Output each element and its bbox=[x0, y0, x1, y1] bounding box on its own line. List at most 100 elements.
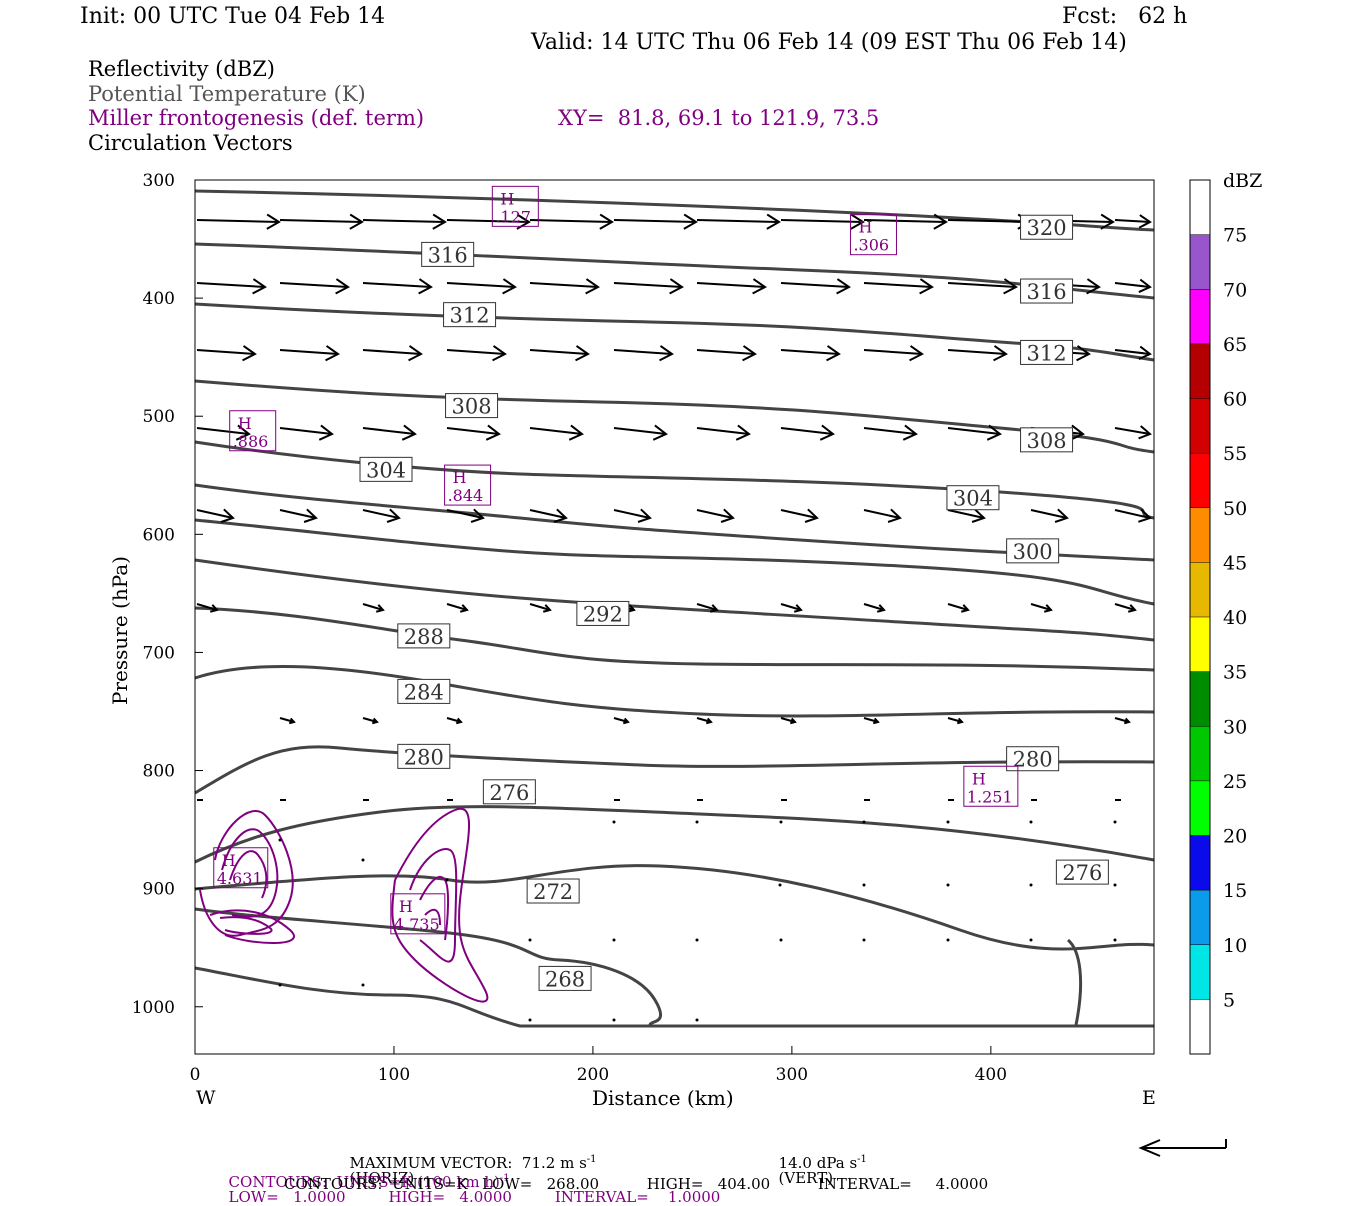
frontogenesis-max-label: H.886 bbox=[229, 410, 277, 452]
vector-shaft bbox=[196, 219, 280, 223]
theta-contour-line bbox=[194, 966, 1154, 1028]
vector-head bbox=[1138, 214, 1152, 229]
theta-label: 276 bbox=[482, 779, 536, 805]
vector-shaft bbox=[1030, 603, 1052, 611]
vector-head bbox=[1100, 213, 1115, 230]
vector-shaft bbox=[863, 219, 947, 223]
colorbar-swatch bbox=[1190, 890, 1210, 945]
theta-label: 268 bbox=[538, 965, 592, 991]
circulation-vector bbox=[780, 508, 819, 523]
vector-head bbox=[235, 424, 251, 441]
frontogenesis-max-label: H.306 bbox=[849, 214, 897, 256]
theta-contour-line bbox=[1066, 938, 1083, 1026]
x-tick-label: 400 bbox=[975, 1065, 1007, 1085]
frontogenesis-max-box bbox=[849, 214, 897, 256]
y-tick-label: 300 bbox=[143, 171, 175, 191]
vector-head bbox=[209, 604, 219, 613]
vector-shaft bbox=[780, 717, 796, 723]
theta-label-text: 316 bbox=[428, 243, 468, 267]
theta-label-box bbox=[443, 302, 497, 328]
vector-head bbox=[709, 604, 719, 613]
vector-shaft bbox=[279, 219, 363, 223]
vector-shaft bbox=[529, 509, 567, 519]
frontogenesis-contours bbox=[199, 807, 489, 1003]
vector-shaft bbox=[863, 717, 879, 723]
circulation-vector bbox=[947, 508, 986, 523]
reference-vector-arrow bbox=[1138, 1139, 1227, 1157]
vector-head bbox=[386, 508, 401, 523]
vector-head bbox=[599, 213, 614, 230]
west-label: W bbox=[196, 1087, 216, 1109]
y-axis-label: Pressure (hPa) bbox=[108, 556, 132, 705]
theta-contour-line bbox=[194, 805, 1155, 864]
vector-dot bbox=[612, 1018, 616, 1022]
frontogenesis-contour-line bbox=[419, 875, 449, 941]
circulation-vector bbox=[529, 508, 568, 523]
east-label: E bbox=[1142, 1087, 1156, 1109]
frontogenesis-max-value: .127 bbox=[495, 207, 531, 226]
vector-dot bbox=[946, 883, 950, 887]
colorbar-swatch bbox=[1190, 999, 1210, 1054]
colorbar-level-label: 65 bbox=[1223, 334, 1247, 356]
circulation-vector bbox=[947, 278, 1018, 295]
circulation-vector bbox=[1114, 278, 1152, 293]
vector-head bbox=[242, 345, 257, 362]
circulation-vector bbox=[196, 603, 219, 613]
circulation-vector bbox=[613, 345, 674, 362]
vector-head bbox=[568, 424, 584, 441]
circulation-vector bbox=[696, 278, 767, 295]
vector-dot bbox=[779, 938, 783, 942]
theta-label-text: 268 bbox=[545, 967, 585, 991]
vector-head bbox=[1069, 424, 1085, 441]
vector-shaft bbox=[863, 427, 917, 435]
vector-shaft bbox=[947, 282, 1017, 288]
colorbar-level-label: 15 bbox=[1223, 880, 1247, 902]
vector-head bbox=[1076, 345, 1091, 362]
x-tick-label: 200 bbox=[577, 1065, 609, 1085]
y-tick-label: 800 bbox=[143, 762, 175, 782]
colorbar-level-label: 40 bbox=[1223, 607, 1247, 629]
circulation-vector bbox=[362, 345, 423, 362]
theta-label: 288 bbox=[397, 623, 451, 649]
theta-label-text: 280 bbox=[1013, 748, 1053, 772]
vector-dot bbox=[695, 1018, 699, 1022]
colorbar-level-label: 5 bbox=[1223, 989, 1235, 1011]
theta-label: 304 bbox=[946, 485, 1000, 511]
theta-label-box bbox=[397, 743, 451, 769]
forecast-hour: Fcst: 62 h bbox=[1062, 4, 1188, 29]
theta-label: 316 bbox=[421, 241, 475, 267]
theta-label-text: 288 bbox=[404, 625, 444, 649]
vector-head bbox=[659, 345, 674, 362]
field-vectors: Circulation Vectors bbox=[88, 131, 293, 155]
theta-contour-line bbox=[194, 745, 1155, 795]
frontogenesis-contour-line bbox=[424, 908, 441, 926]
vector-head bbox=[418, 278, 433, 295]
vector-shaft bbox=[529, 603, 551, 611]
vector-head bbox=[669, 278, 684, 295]
theta-label-box bbox=[482, 779, 536, 805]
vector-dot bbox=[1113, 938, 1117, 942]
theta-label-text: 304 bbox=[953, 487, 993, 511]
vector-shaft bbox=[362, 427, 416, 435]
vector-shaft bbox=[362, 509, 400, 519]
vector-shaft bbox=[446, 219, 530, 223]
circulation-vector bbox=[1114, 603, 1137, 613]
vector-dot bbox=[278, 983, 282, 987]
circulation-vector bbox=[696, 717, 713, 725]
theta-label-box bbox=[397, 678, 451, 704]
vector-head bbox=[289, 717, 296, 725]
circulation-vector bbox=[529, 345, 590, 362]
vector-shaft bbox=[947, 349, 1007, 355]
circulation-vector bbox=[1030, 603, 1053, 613]
vector-head bbox=[470, 508, 485, 523]
theta-label-box bbox=[1020, 427, 1074, 453]
colorbar-title: dBZ bbox=[1223, 170, 1263, 192]
vector-shaft bbox=[780, 509, 818, 519]
vector-head bbox=[933, 213, 948, 230]
vector-shaft bbox=[863, 509, 901, 519]
frontogenesis-max-letter: H bbox=[858, 218, 872, 237]
colorbar-level-label: 35 bbox=[1223, 662, 1247, 684]
circulation-vector bbox=[279, 345, 340, 362]
vector-head bbox=[303, 508, 318, 523]
circulation-vector bbox=[279, 278, 350, 295]
